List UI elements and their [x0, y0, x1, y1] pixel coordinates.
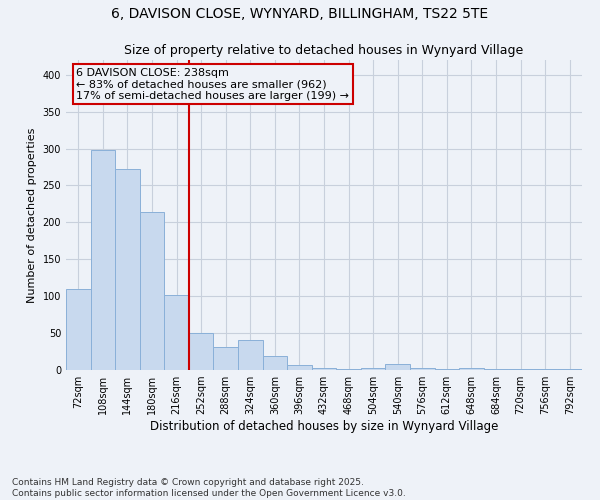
Text: 6, DAVISON CLOSE, WYNYARD, BILLINGHAM, TS22 5TE: 6, DAVISON CLOSE, WYNYARD, BILLINGHAM, T… — [112, 8, 488, 22]
Bar — [189, 333, 214, 370]
Bar — [91, 150, 115, 370]
Bar — [115, 169, 140, 370]
Bar — [410, 368, 434, 370]
Bar — [434, 368, 459, 370]
Text: 6 DAVISON CLOSE: 238sqm
← 83% of detached houses are smaller (962)
17% of semi-d: 6 DAVISON CLOSE: 238sqm ← 83% of detache… — [76, 68, 349, 101]
Bar — [385, 364, 410, 370]
Bar — [484, 368, 508, 370]
X-axis label: Distribution of detached houses by size in Wynyard Village: Distribution of detached houses by size … — [150, 420, 498, 433]
Bar — [312, 368, 336, 370]
Bar — [508, 368, 533, 370]
Bar — [361, 368, 385, 370]
Y-axis label: Number of detached properties: Number of detached properties — [27, 128, 37, 302]
Bar — [164, 296, 189, 370]
Bar — [66, 289, 91, 370]
Bar — [238, 340, 263, 370]
Bar — [287, 365, 312, 370]
Bar — [459, 368, 484, 370]
Title: Size of property relative to detached houses in Wynyard Village: Size of property relative to detached ho… — [124, 44, 524, 58]
Bar — [263, 356, 287, 370]
Bar — [214, 347, 238, 370]
Bar — [336, 368, 361, 370]
Bar — [557, 368, 582, 370]
Bar — [140, 212, 164, 370]
Text: Contains HM Land Registry data © Crown copyright and database right 2025.
Contai: Contains HM Land Registry data © Crown c… — [12, 478, 406, 498]
